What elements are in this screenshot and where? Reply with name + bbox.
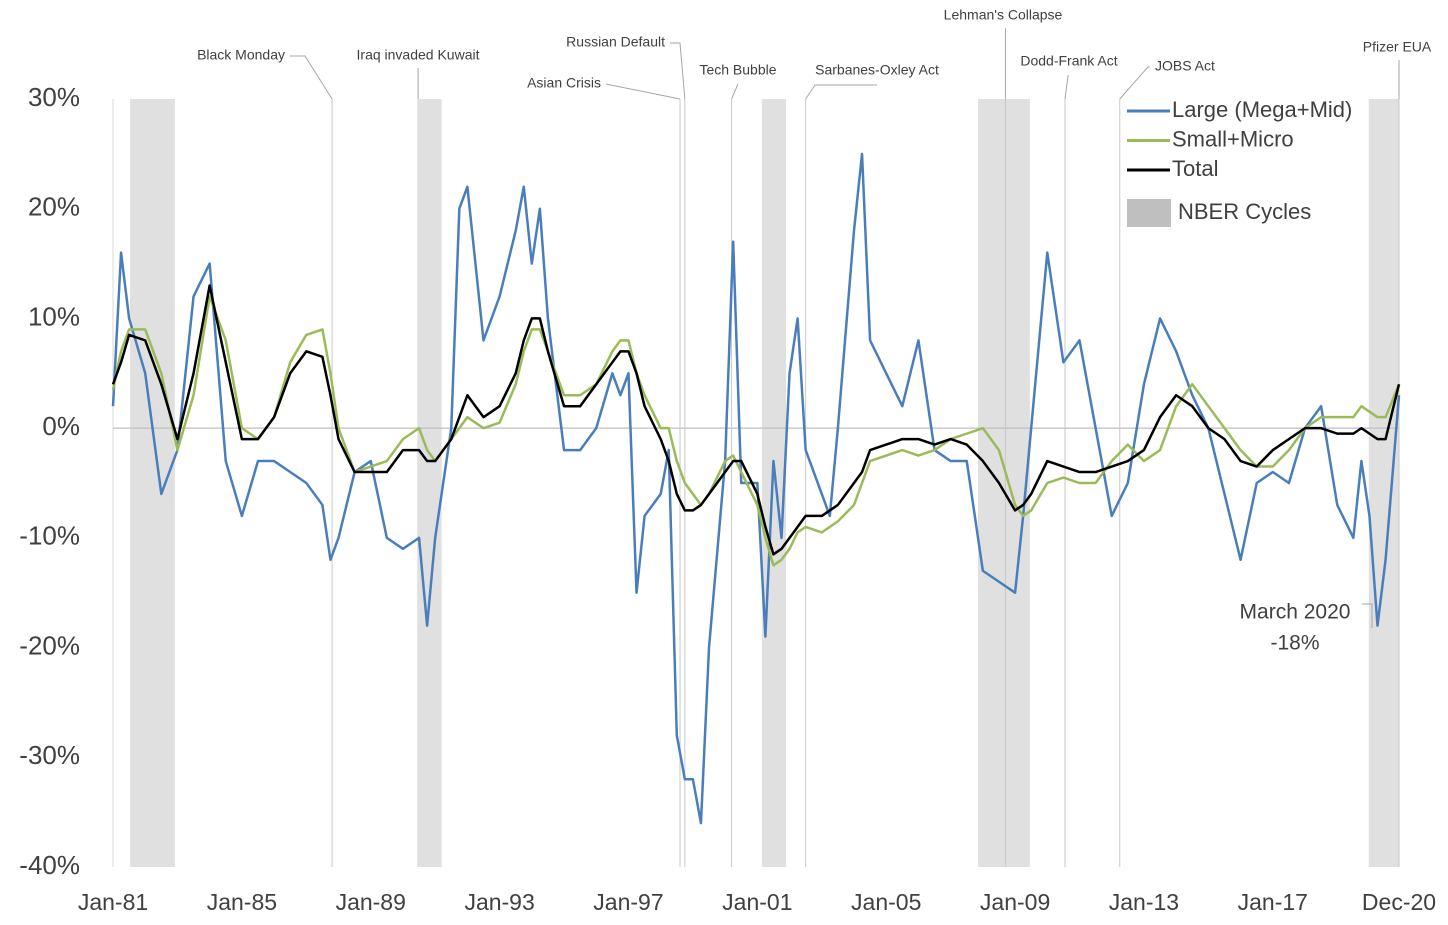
event-leader xyxy=(805,84,877,100)
nber-band xyxy=(130,99,175,867)
event-label: Asian Crisis xyxy=(527,75,601,91)
x-tick-label: Jan-09 xyxy=(980,889,1050,915)
x-tick-label: Jan-01 xyxy=(722,889,792,915)
event-leader xyxy=(670,42,686,100)
event-label: Pfizer EUA xyxy=(1363,39,1432,55)
legend-label: Large (Mega+Mid) xyxy=(1172,97,1352,122)
series-line xyxy=(111,295,1401,567)
legend-swatch xyxy=(1127,199,1171,227)
event-label: Lehman's Collapse xyxy=(944,7,1063,23)
event-label: Black Monday xyxy=(197,47,285,63)
legend-label: NBER Cycles xyxy=(1178,199,1311,224)
event-leader xyxy=(290,55,333,100)
x-tick-label: Jan-97 xyxy=(593,889,663,915)
y-tick-label: 20% xyxy=(28,192,80,222)
y-tick-label: 0% xyxy=(42,411,80,441)
event-leader xyxy=(731,83,739,100)
x-tick-label: Jan-89 xyxy=(336,889,406,915)
event-label: Iraq invaded Kuwait xyxy=(357,47,480,63)
annotation-leader xyxy=(1362,603,1373,628)
series-line xyxy=(111,284,1401,556)
event-leader xyxy=(1119,66,1150,100)
x-tick-label: Jan-17 xyxy=(1238,889,1308,915)
x-tick-label: Jan-81 xyxy=(78,889,148,915)
x-tick-label: Jan-93 xyxy=(464,889,534,915)
x-tick-label: Jan-85 xyxy=(207,889,277,915)
event-leader xyxy=(605,83,681,100)
annotation: March 2020 xyxy=(1240,601,1351,624)
y-tick-label: 10% xyxy=(28,301,80,331)
series-line xyxy=(111,152,1401,825)
legend-label: Small+Micro xyxy=(1172,126,1294,151)
y-tick-label: -10% xyxy=(19,521,80,551)
event-label: Russian Default xyxy=(566,34,665,50)
y-tick-label: -20% xyxy=(19,630,80,660)
nber-band xyxy=(978,99,1030,867)
event-label: Sarbanes-Oxley Act xyxy=(815,62,939,78)
nber-band xyxy=(761,99,787,867)
x-tick-label: Jan-05 xyxy=(851,889,921,915)
nber-band xyxy=(419,99,442,867)
legend-label: Total xyxy=(1172,156,1218,181)
event-label: Tech Bubble xyxy=(699,62,776,78)
y-tick-label: -40% xyxy=(19,850,80,880)
x-tick-label: Jan-13 xyxy=(1109,889,1179,915)
nber-band xyxy=(1368,99,1399,867)
event-label: JOBS Act xyxy=(1155,58,1215,74)
y-tick-label: -30% xyxy=(19,740,80,770)
event-leader xyxy=(1064,75,1069,100)
event-label: Dodd-Frank Act xyxy=(1020,53,1117,69)
y-tick-label: 30% xyxy=(28,82,80,112)
x-tick-label: Dec-20 xyxy=(1362,889,1436,915)
annotation: -18% xyxy=(1270,632,1319,655)
